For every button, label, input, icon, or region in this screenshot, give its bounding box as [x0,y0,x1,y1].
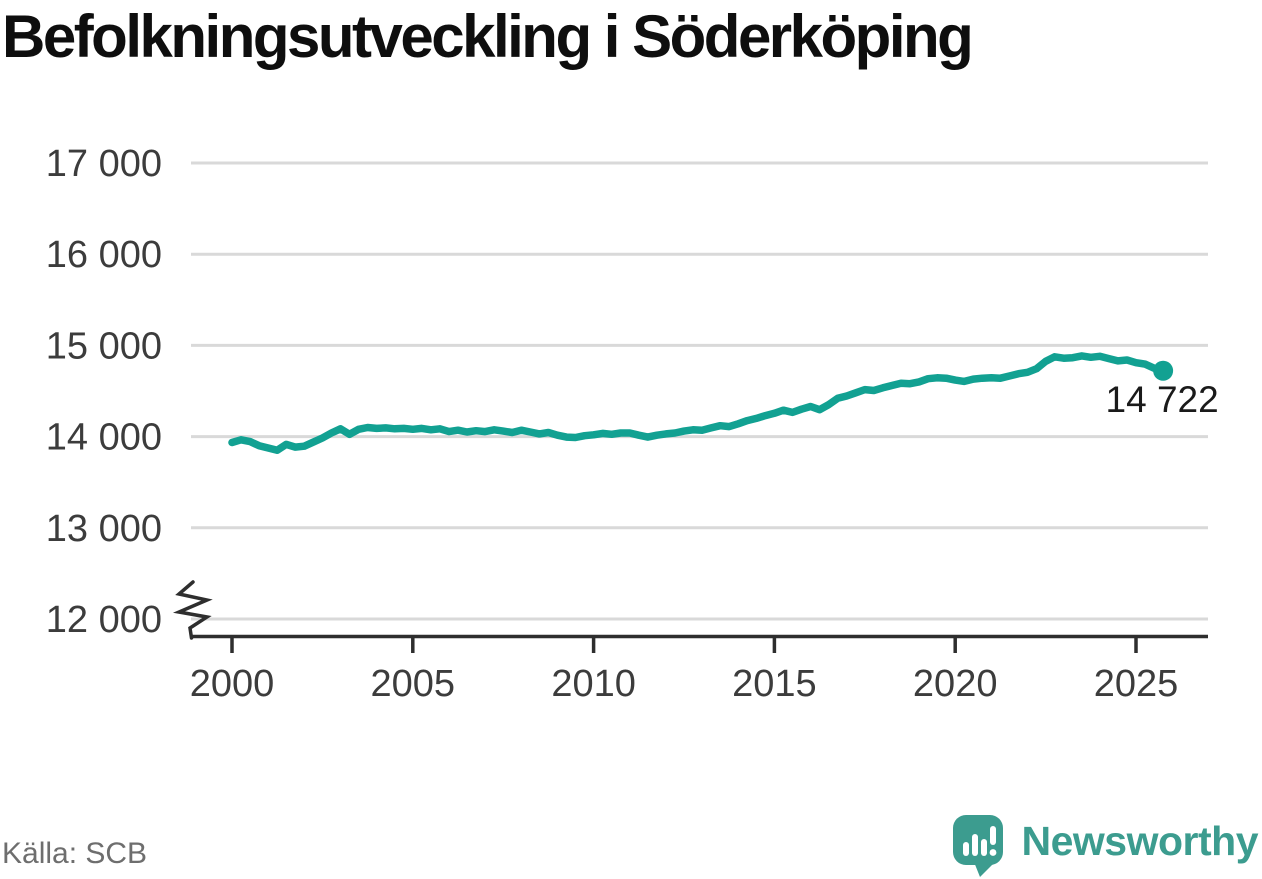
end-point-marker [1153,360,1174,381]
x-axis-tick-label: 2005 [371,663,456,705]
x-axis-tick-label: 2015 [732,663,817,705]
x-axis-tick-label: 2010 [551,663,636,705]
source-note: Källa: SCB [2,837,148,870]
y-axis-tick-label: 14 000 [46,417,162,459]
y-axis-tick-label: 13 000 [46,508,162,550]
newsworthy-logo: Newsworthy [952,815,1259,877]
logo-wordmark: Newsworthy [1021,817,1259,864]
y-axis-tick-label: 12 000 [46,599,162,641]
x-axis-tick-label: 2020 [913,663,998,705]
page-title: Befolkningsutveckling i Söderköping [2,3,974,70]
y-axis-break-icon [172,580,213,640]
y-axis-tick-label: 16 000 [46,234,162,276]
end-point-value-label: 14 722 [1106,379,1219,420]
population-line [228,352,1167,455]
x-axis-tick-label: 2000 [190,663,275,705]
y-axis-tick-label: 15 000 [46,325,162,367]
x-axis-tick-label: 2025 [1094,663,1179,705]
y-axis-tick-label: 17 000 [46,143,162,185]
bar-chart-exclamation-speech-bubble-icon [952,815,1003,877]
